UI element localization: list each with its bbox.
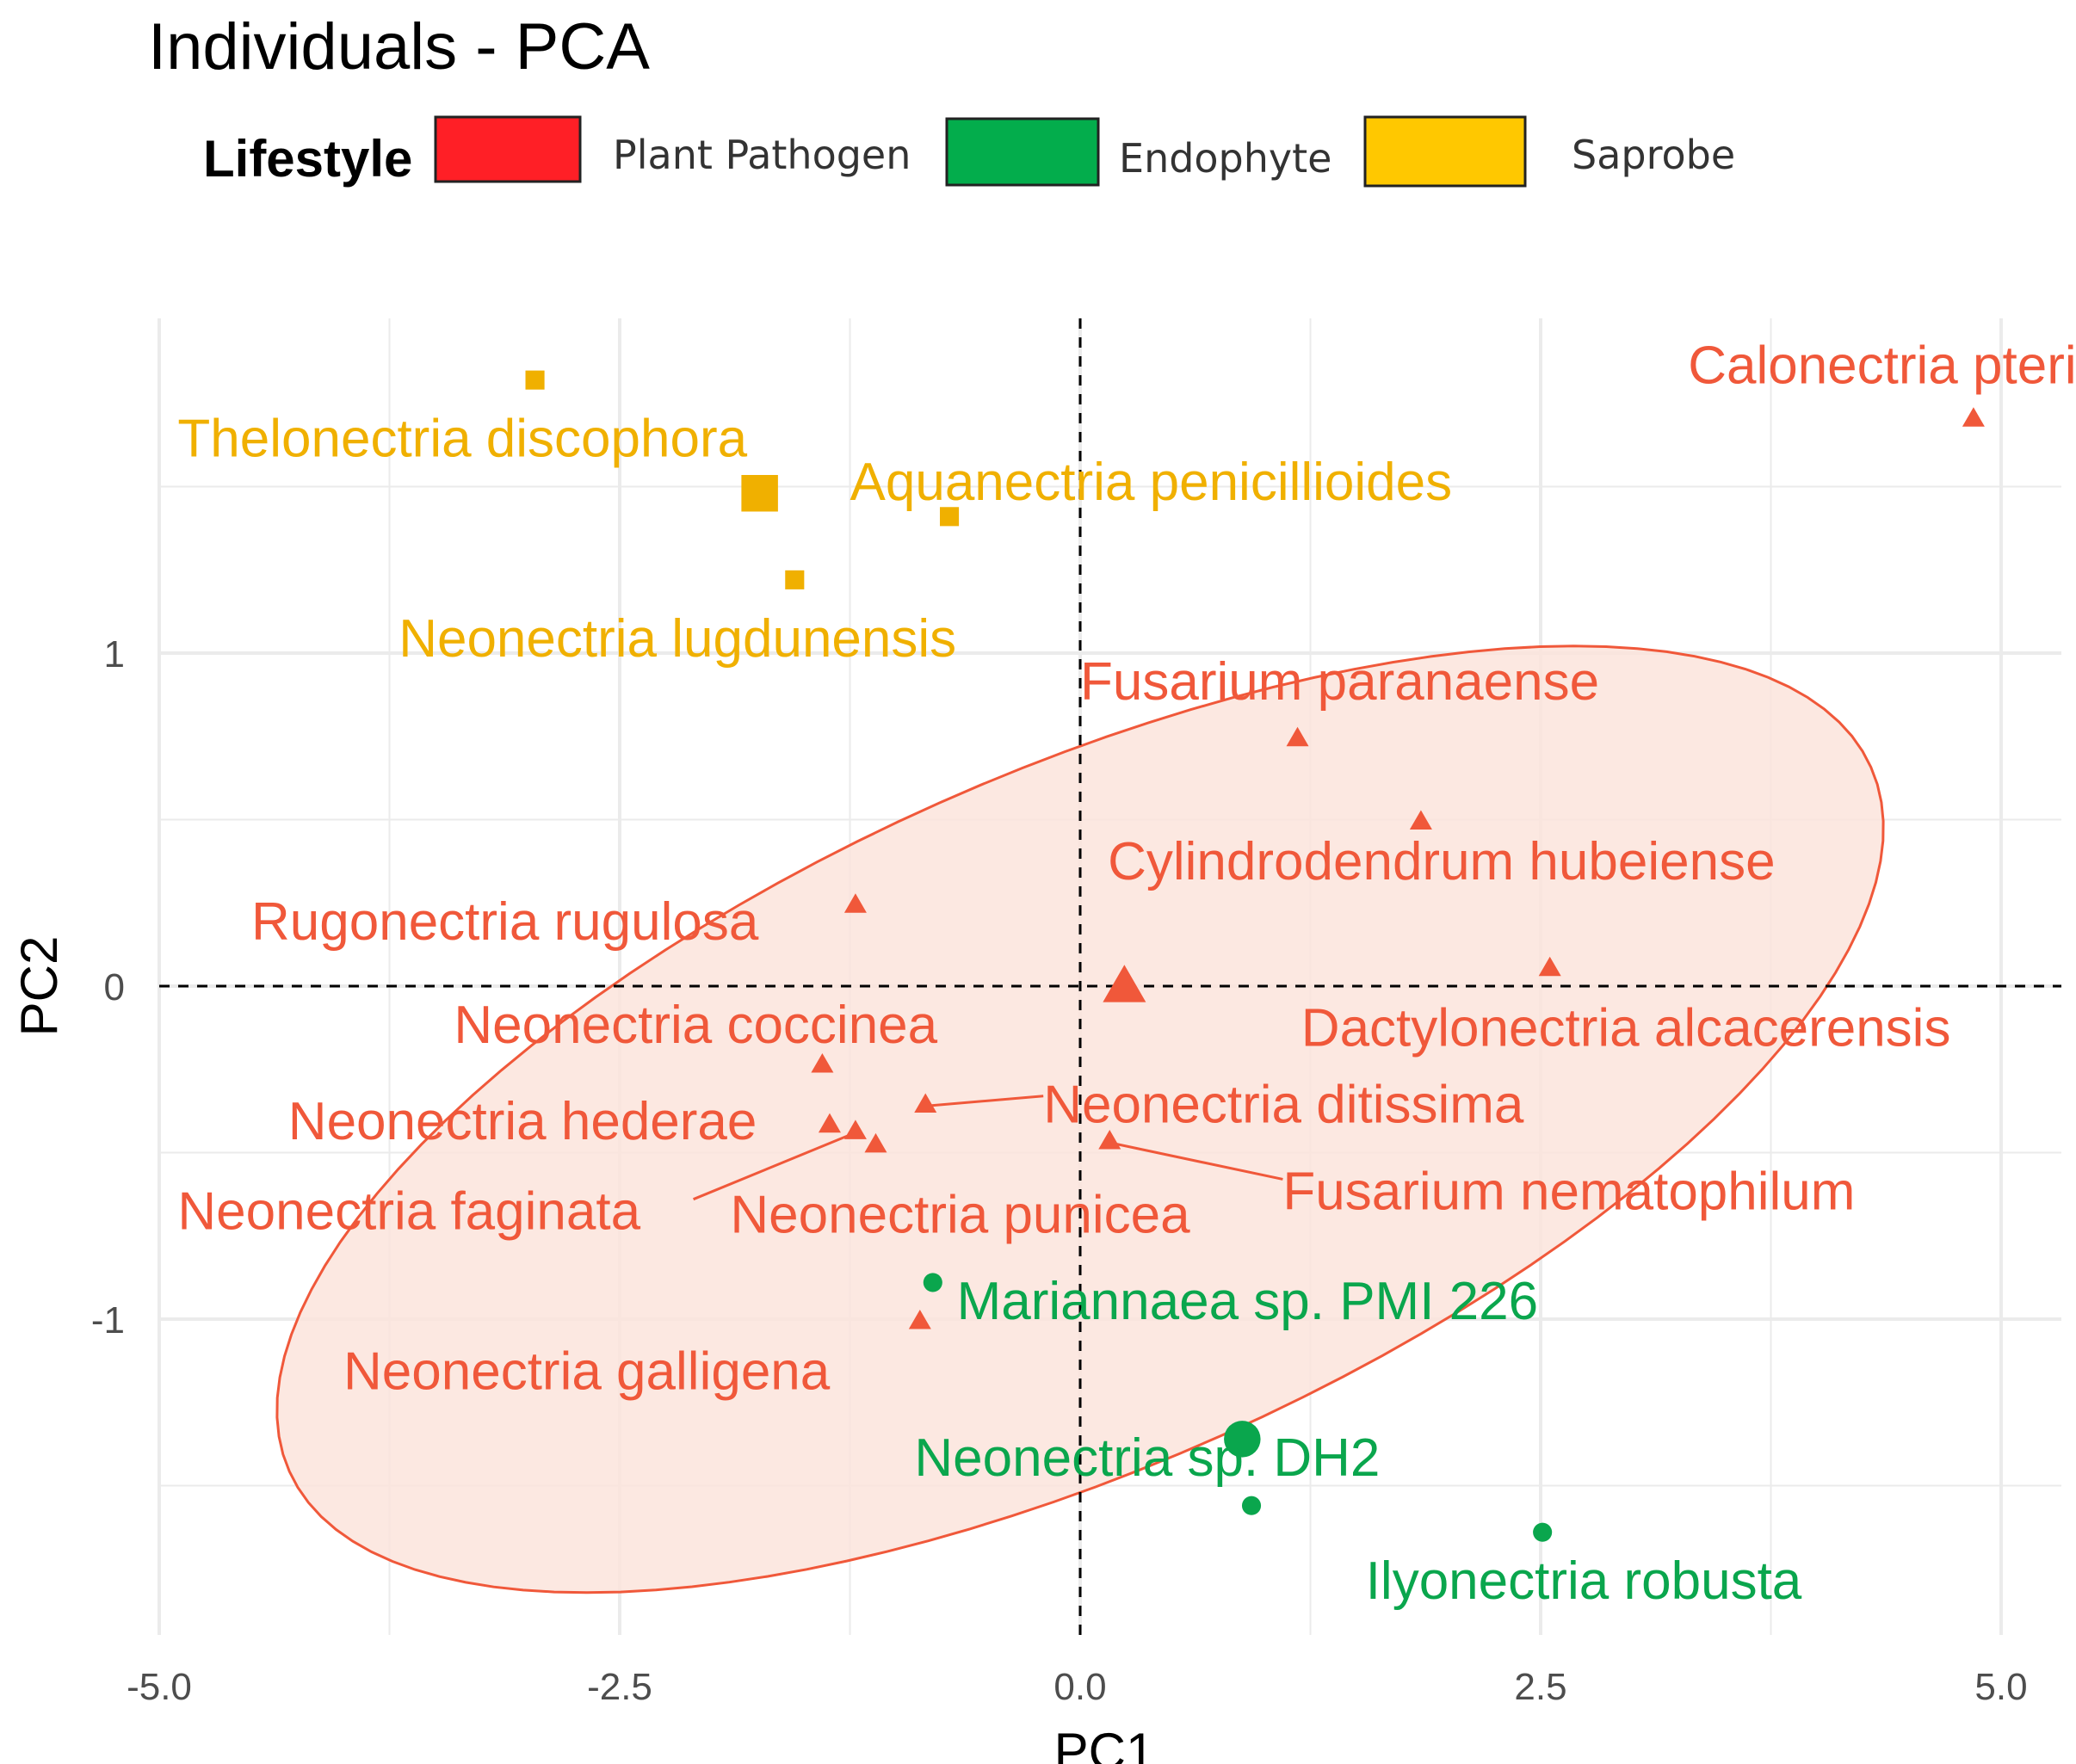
point-plant-pathogen xyxy=(843,893,867,913)
leader-line xyxy=(693,1131,856,1201)
label-leader-lines xyxy=(693,1095,1283,1201)
point-label: Neonectria punicea xyxy=(730,1185,1190,1244)
reference-lines xyxy=(159,318,2061,1635)
legend-label-plant-pathogen: Plant Pathogen xyxy=(613,132,911,178)
point-label: Neonectria faginata xyxy=(177,1182,640,1242)
point-endophyte xyxy=(1241,1496,1262,1515)
x-tick-label: 0.0 xyxy=(1053,1666,1106,1708)
point-label: Neonectria lugdunensis xyxy=(399,609,956,669)
axis-ticks: -5.0 -2.5 0.0 2.5 5.0 -1 0 1 xyxy=(91,633,2028,1708)
point-label: Neonectria galligena xyxy=(343,1342,831,1401)
point-label: Rugonectria rugulosa xyxy=(251,892,759,952)
x-axis-title: PC1 xyxy=(1054,1723,1155,1764)
point-plant-pathogen xyxy=(1538,956,1561,977)
point-plant-pathogen xyxy=(811,1053,834,1073)
chart-title: Individuals - PCA xyxy=(148,10,650,83)
point-label: Mariannaea sp. PMI 226 xyxy=(957,1272,1539,1331)
point-label: Neonectria ditissima xyxy=(1043,1076,1524,1135)
x-tick-label: -2.5 xyxy=(587,1666,652,1708)
leader-line xyxy=(1109,1141,1283,1181)
point-label: Neonectria sp. DH2 xyxy=(914,1428,1380,1488)
y-tick-label: 0 xyxy=(104,966,125,1008)
legend-swatch-plant-pathogen xyxy=(434,115,582,183)
legend-title: Lifestyle xyxy=(203,130,412,188)
point-label: Thelonectria discophora xyxy=(177,410,747,469)
point-endophyte xyxy=(1533,1522,1553,1542)
x-tick-label: 5.0 xyxy=(1974,1666,2027,1708)
centroid-plant-pathogen xyxy=(1103,965,1146,1002)
point-plant-pathogen xyxy=(1098,1130,1121,1150)
point-label: Calonectria pteridis xyxy=(1688,336,2076,396)
legend: Lifestyle Plant Pathogen Endophyte Sapro… xyxy=(203,115,1735,188)
point-plant-pathogen xyxy=(908,1310,931,1329)
point-plant-pathogen xyxy=(864,1132,887,1153)
point-plant-pathogen xyxy=(1286,726,1309,747)
legend-label-endophyte: Endophyte xyxy=(1119,135,1331,182)
data-points xyxy=(525,370,1985,1542)
point-label: Dactylonectria alcacerensis xyxy=(1301,999,1951,1058)
point-label: Aquanectria penicillioides xyxy=(850,453,1453,512)
point-saprobe xyxy=(940,507,960,527)
point-saprobe xyxy=(525,370,545,390)
point-plant-pathogen xyxy=(1962,407,1985,427)
x-tick-label: 2.5 xyxy=(1514,1666,1566,1708)
point-saprobe xyxy=(785,570,805,589)
point-label: Neonectria coccinea xyxy=(454,996,937,1055)
centroid-endophyte xyxy=(1224,1421,1261,1458)
point-labels: Calonectria pteridis Fusarium paranaense C… xyxy=(177,336,2076,1612)
point-plant-pathogen xyxy=(818,1113,841,1133)
legend-swatch-saprobe xyxy=(1363,115,1527,188)
leader-line xyxy=(925,1095,1044,1107)
point-plant-pathogen xyxy=(914,1093,937,1113)
point-label: Ilyonectria robusta xyxy=(1366,1551,1802,1611)
point-label: Neonectria hederae xyxy=(288,1092,757,1151)
point-label: Fusarium paranaense xyxy=(1080,652,1599,712)
centroid-saprobe xyxy=(741,474,778,512)
y-tick-label: 1 xyxy=(104,633,125,675)
point-plant-pathogen xyxy=(843,1119,867,1139)
point-label: Cylindrodendrum hubeiense xyxy=(1108,832,1775,891)
legend-swatch-endophyte xyxy=(945,117,1100,187)
point-plant-pathogen xyxy=(1409,810,1432,830)
y-tick-label: -1 xyxy=(91,1299,125,1342)
point-endophyte xyxy=(923,1273,942,1292)
legend-label-saprobe: Saprobe xyxy=(1572,132,1735,178)
x-tick-label: -5.0 xyxy=(127,1666,192,1708)
y-axis-title: PC2 xyxy=(10,936,68,1037)
point-label: Fusarium nematophilum xyxy=(1282,1162,1855,1221)
